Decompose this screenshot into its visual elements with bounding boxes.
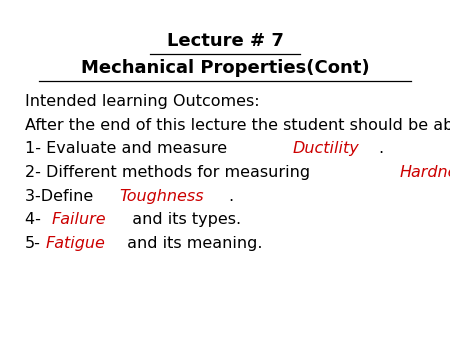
Text: and its types.: and its types. (122, 212, 242, 227)
Text: Fatigue: Fatigue (45, 236, 105, 251)
Text: Failure: Failure (52, 212, 107, 227)
Text: Mechanical Properties(Cont): Mechanical Properties(Cont) (81, 58, 369, 77)
Text: Ductility: Ductility (292, 141, 359, 156)
Text: 3-Define: 3-Define (25, 189, 98, 203)
Text: Intended learning Outcomes:: Intended learning Outcomes: (25, 94, 259, 109)
Text: .: . (378, 141, 383, 156)
Text: 5-: 5- (25, 236, 40, 251)
Text: and its meaning.: and its meaning. (122, 236, 263, 251)
Text: .: . (229, 189, 234, 203)
Text: Toughness: Toughness (119, 189, 204, 203)
Text: Lecture # 7: Lecture # 7 (166, 31, 284, 50)
Text: 2- Different methods for measuring: 2- Different methods for measuring (25, 165, 315, 180)
Text: Hardness.: Hardness. (399, 165, 450, 180)
Text: 1- Evaluate and measure: 1- Evaluate and measure (25, 141, 232, 156)
Text: 4-: 4- (25, 212, 46, 227)
Text: After the end of this lecture the student should be able to:: After the end of this lecture the studen… (25, 118, 450, 132)
